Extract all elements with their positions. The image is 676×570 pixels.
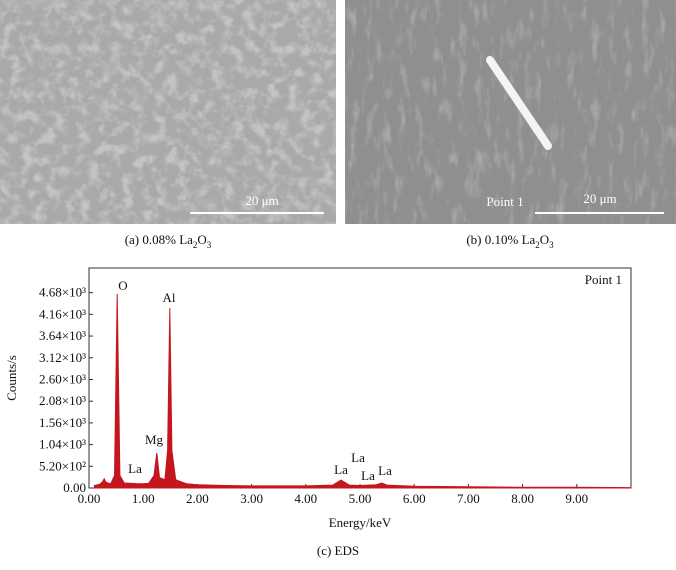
caption-sub: 2 (193, 240, 198, 250)
peak-label: La (361, 468, 375, 483)
caption-c: (c) EDS (317, 543, 359, 558)
x-tick-label: 6.00 (403, 491, 426, 506)
sem-image-a: 20 μm (0, 0, 336, 224)
x-tick-label: 8.00 (511, 491, 534, 506)
y-axis-label: Counts/s (4, 355, 19, 401)
peak-label: Mg (145, 432, 164, 447)
caption-sub: 3 (207, 240, 212, 250)
x-tick-label: 2.00 (186, 491, 209, 506)
y-tick-label: 0.00 (63, 480, 86, 495)
y-tick-label: 4.16×10³ (39, 306, 86, 321)
particle (486, 56, 552, 150)
y-tick-label: 3.64×10³ (39, 328, 86, 343)
peak-label: Al (163, 290, 176, 305)
y-tick-label: 3.12×10³ (39, 350, 86, 365)
point-label: Point 1 (486, 194, 523, 209)
sem-image-b: Point 1 20 μm (345, 0, 676, 224)
x-tick-label: 9.00 (565, 491, 588, 506)
peak-label: La (351, 450, 365, 465)
x-tick-label: 0.00 (78, 491, 101, 506)
scale-label: 20 μm (245, 193, 278, 208)
peak-label: La (334, 462, 348, 477)
y-tick-label: 4.68×10³ (39, 285, 86, 300)
caption-text: O (540, 232, 549, 247)
y-tick-label: 5.20×10² (39, 458, 86, 473)
x-tick-label: 3.00 (240, 491, 263, 506)
x-axis-label: Energy/keV (329, 515, 392, 530)
x-tick-label: 4.00 (294, 491, 317, 506)
caption-text: (b) 0.10% La (466, 232, 535, 247)
y-tick-label: 2.08×10³ (39, 393, 86, 408)
caption-text: (a) 0.08% La (125, 232, 193, 247)
x-tick-label: 1.00 (132, 491, 155, 506)
caption-sub: 3 (549, 240, 554, 250)
chart-annotation: Point 1 (585, 272, 622, 287)
peak-label: La (128, 461, 142, 476)
y-tick-label: 1.56×10³ (39, 415, 86, 430)
x-tick-label: 7.00 (457, 491, 480, 506)
caption-a: (a) 0.08% La2O3 (125, 232, 212, 250)
y-tick-label: 2.60×10³ (39, 371, 86, 386)
peak-label: La (378, 463, 392, 478)
spectrum (93, 293, 632, 489)
caption-sub: 2 (535, 240, 540, 250)
x-tick-label: 5.00 (349, 491, 372, 506)
scale-label: 20 μm (583, 191, 616, 206)
peak-label: O (118, 278, 127, 293)
y-tick-label: 1.04×10³ (39, 437, 86, 452)
caption-b: (b) 0.10% La2O3 (466, 232, 554, 250)
caption-text: O (197, 232, 206, 247)
